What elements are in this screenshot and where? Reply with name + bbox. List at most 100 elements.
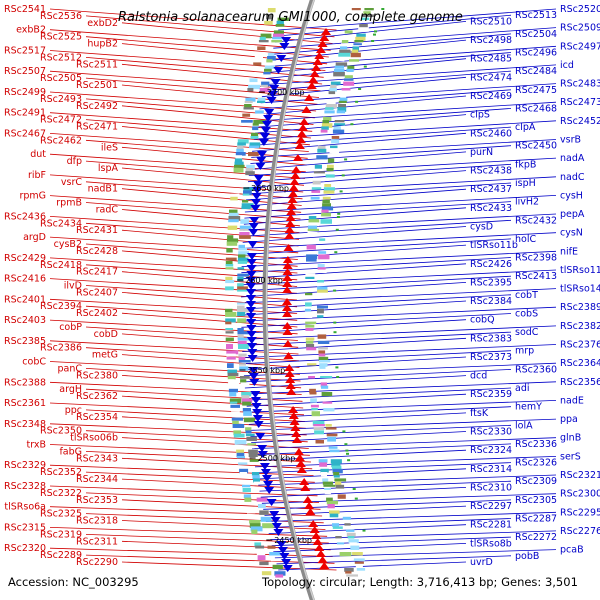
feature-block [241,395,250,400]
feature-block [257,46,266,50]
feature-block [239,225,252,230]
feature-block [327,164,334,170]
right-gene-label: cobQ [470,315,495,326]
reverse-gene-arrow [247,349,258,356]
reverse-gene-arrow [262,475,272,482]
reverse-gene-arrow [252,415,263,422]
left-gene-label: RSc2493 [40,94,82,105]
right-gene-label: hemY [515,402,542,413]
reverse-gene-arrow [260,127,271,134]
right-gene-label: serS [560,451,581,462]
label-connector [252,437,557,450]
feature-block [264,68,272,72]
right-gene-label: RSc2272 [515,532,557,543]
feature-block [272,564,283,570]
right-gene-label: RSc2468 [515,103,557,114]
forward-gene-arrow [288,190,299,197]
feature-tick [337,212,341,215]
right-gene-labels: RSc2520RSc2513RSc2510RSc2509RSc2504RSc24… [470,4,600,568]
label-connector [254,456,557,468]
feature-block [237,340,247,345]
forward-gene-arrow [298,124,308,131]
reverse-gene-arrow [253,421,264,428]
feature-block [339,552,352,557]
feature-block [321,126,329,130]
feature-block [226,350,239,355]
left-gene-label: RSc2354 [76,412,118,423]
feature-block [349,59,360,62]
feature-block [339,49,351,54]
right-gene-label: ftsK [470,408,489,419]
feature-tick [342,430,346,433]
feature-block [345,571,352,574]
feature-block [226,356,236,360]
forward-gene-arrow [292,154,303,161]
label-connector [241,238,512,255]
feature-tick [371,40,375,42]
forward-gene-arrow [293,448,304,455]
feature-block [225,308,233,313]
label-connector [85,471,315,483]
feature-block [350,52,361,58]
label-connector [49,381,302,395]
feature-block [325,427,337,430]
feature-block [333,72,345,77]
feature-block [237,267,245,270]
feature-block [264,65,276,69]
feature-block [228,216,241,221]
feature-block [237,318,247,323]
left-gene-label: trxB [26,440,46,451]
right-gene-label: RSc2321 [560,470,600,481]
label-connector [85,98,315,119]
feature-block [339,97,348,102]
kbp-label: 2700 kbp [267,88,305,97]
label-connector [85,347,300,362]
feature-block [263,72,271,75]
feature-block [364,8,374,11]
right-gene-label: RSc2498 [470,35,512,46]
feature-block [305,273,316,277]
feature-block [237,260,247,264]
genome-backbone [262,0,315,600]
reverse-gene-arrow [248,373,259,380]
left-gene-label: RSc2380 [76,370,118,381]
right-gene-label: RSc2281 [470,520,512,531]
feature-block [238,360,251,363]
right-gene-label: RSc2310 [470,482,512,493]
feature-block [358,27,369,32]
feature-block [276,20,284,25]
left-gene-label: RSc2325 [40,509,82,520]
feature-block [321,392,333,397]
right-gene-label: RSc2297 [470,501,512,512]
label-connector [242,337,467,352]
reverse-gene-arrow [246,325,257,332]
forward-gene-arrow [300,484,311,491]
left-gene-label: RSc2436 [4,211,46,222]
label-connector [49,133,309,152]
feature-block [334,120,345,123]
reverse-gene-arrow [260,469,271,476]
feature-block [353,558,365,561]
label-connector [245,182,512,201]
left-gene-label: radC [96,205,119,216]
feature-block [323,190,335,194]
label-connector [85,139,308,159]
label-connector [242,219,512,237]
feature-block [241,392,252,397]
feature-block [241,398,253,404]
right-gene-label: tlSRso11b [470,240,518,251]
feature-block [254,56,263,60]
label-connector [85,492,320,503]
feature-block [308,376,315,379]
feature-block [252,123,259,126]
label-connector [251,139,557,158]
feature-block [318,356,329,362]
feature-block [241,203,254,208]
feature-block [353,43,362,46]
feature-block [331,462,341,468]
left-gene-label: rpmB [56,198,82,209]
reverse-gene-arrow [247,253,257,260]
feature-block [319,360,331,363]
forward-gene-arrow [319,34,330,41]
